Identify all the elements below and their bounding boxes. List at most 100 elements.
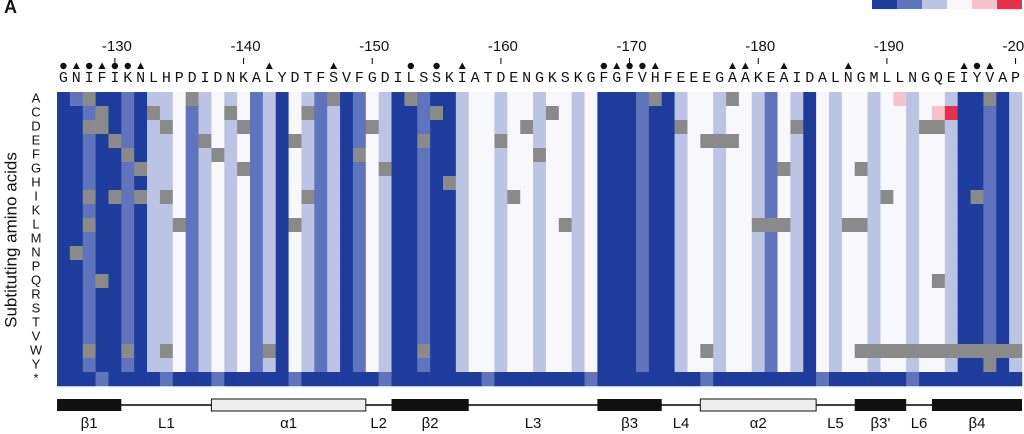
- heat-cell: [545, 176, 560, 191]
- heat-cell: [829, 120, 843, 135]
- site-circle: [639, 62, 646, 70]
- heat-cell: [468, 176, 482, 191]
- heat-cell: [95, 316, 109, 331]
- heat-cell: [700, 134, 714, 149]
- heat-cell: [906, 372, 920, 387]
- heat-cell: [288, 218, 302, 233]
- heat-cell: [172, 344, 186, 359]
- heat-cell: [159, 232, 174, 247]
- heat-cell: [700, 372, 714, 387]
- heat-cell: [571, 148, 585, 163]
- heat-cell: [648, 218, 663, 233]
- heat-cell: [829, 92, 843, 107]
- strand: [391, 399, 469, 411]
- heat-cell: [996, 162, 1010, 177]
- heat-cell: [417, 260, 431, 275]
- heat-cell: [468, 330, 482, 345]
- heat-cell: [674, 204, 688, 219]
- heat-cell: [545, 162, 560, 177]
- heat-cell: [713, 148, 727, 163]
- heat-cell: [957, 288, 971, 303]
- heat-cell: [95, 372, 109, 387]
- heat-cell: [867, 372, 881, 387]
- site-triangle: [651, 62, 659, 69]
- heat-cell: [211, 204, 225, 219]
- heat-cell: [841, 218, 856, 233]
- heat-cell: [867, 148, 881, 163]
- heat-cell: [661, 260, 675, 275]
- heat-cell: [584, 148, 598, 163]
- heat-cell: [674, 162, 688, 177]
- heat-cell: [365, 246, 379, 261]
- heat-cell: [443, 190, 457, 205]
- heat-cell: [687, 302, 701, 317]
- heat-cell: [198, 92, 212, 107]
- heat-cell: [906, 358, 920, 373]
- heat-cell: [172, 204, 186, 219]
- heat-cell: [288, 288, 302, 303]
- heat-cell: [854, 176, 868, 191]
- heat-cell: [520, 134, 534, 149]
- heat-cell: [919, 218, 933, 233]
- heat-cell: [172, 134, 186, 149]
- heat-cell: [816, 92, 830, 107]
- heat-cell: [314, 120, 328, 135]
- heat-cell: [147, 106, 161, 121]
- heat-cell: [803, 120, 817, 135]
- heat-cell: [262, 92, 277, 107]
- heat-cell: [455, 218, 470, 233]
- heat-cell: [558, 134, 572, 149]
- heat-cell: [468, 316, 482, 331]
- heat-cell: [880, 246, 894, 261]
- heat-cell: [95, 330, 109, 345]
- heat-cell: [661, 218, 675, 233]
- residue-label: D: [805, 70, 814, 87]
- heat-cell: [944, 176, 958, 191]
- heat-cell: [648, 246, 663, 261]
- site-triangle: [98, 62, 106, 69]
- heat-cell: [57, 218, 71, 233]
- x-tick-label: -130: [102, 38, 132, 55]
- heat-cell: [996, 288, 1010, 303]
- heat-cell: [636, 92, 650, 107]
- heat-cell: [198, 260, 212, 275]
- heat-cell: [996, 204, 1010, 219]
- heat-cell: [1009, 176, 1023, 191]
- site-triangle: [960, 62, 968, 69]
- heat-cell: [262, 246, 277, 261]
- heat-cell: [957, 92, 971, 107]
- heat-cell: [455, 162, 470, 177]
- heat-cell: [198, 288, 212, 303]
- heat-cell: [803, 232, 817, 247]
- heat-cell: [378, 106, 392, 121]
- heat-cell: [443, 288, 457, 303]
- helix: [210, 398, 367, 412]
- heat-cell: [957, 218, 971, 233]
- heat-cell: [159, 288, 174, 303]
- heat-cell: [288, 106, 302, 121]
- heat-cell: [738, 218, 753, 233]
- heat-cell: [198, 302, 212, 317]
- heat-cell: [237, 344, 251, 359]
- heat-cell: [378, 288, 392, 303]
- heat-cell: [687, 372, 701, 387]
- heat-cell: [69, 120, 84, 135]
- heat-cell: [713, 330, 727, 345]
- heat-cell: [636, 330, 650, 345]
- site-triangle: [330, 62, 338, 69]
- heat-cell: [996, 148, 1010, 163]
- heat-cell: [790, 302, 804, 317]
- heat-cell: [751, 316, 765, 331]
- heat-cell: [404, 106, 418, 121]
- heat-cell: [327, 120, 341, 135]
- heat-cell: [185, 246, 199, 261]
- heat-cell: [854, 274, 868, 289]
- heat-cell: [584, 106, 598, 121]
- heat-cell: [468, 134, 482, 149]
- heat-cell: [661, 288, 675, 303]
- heat-cell: [648, 176, 663, 191]
- heat-cell: [829, 372, 843, 387]
- heat-cell: [893, 330, 907, 345]
- heat-cell: [507, 358, 521, 373]
- heat-cell: [597, 246, 611, 261]
